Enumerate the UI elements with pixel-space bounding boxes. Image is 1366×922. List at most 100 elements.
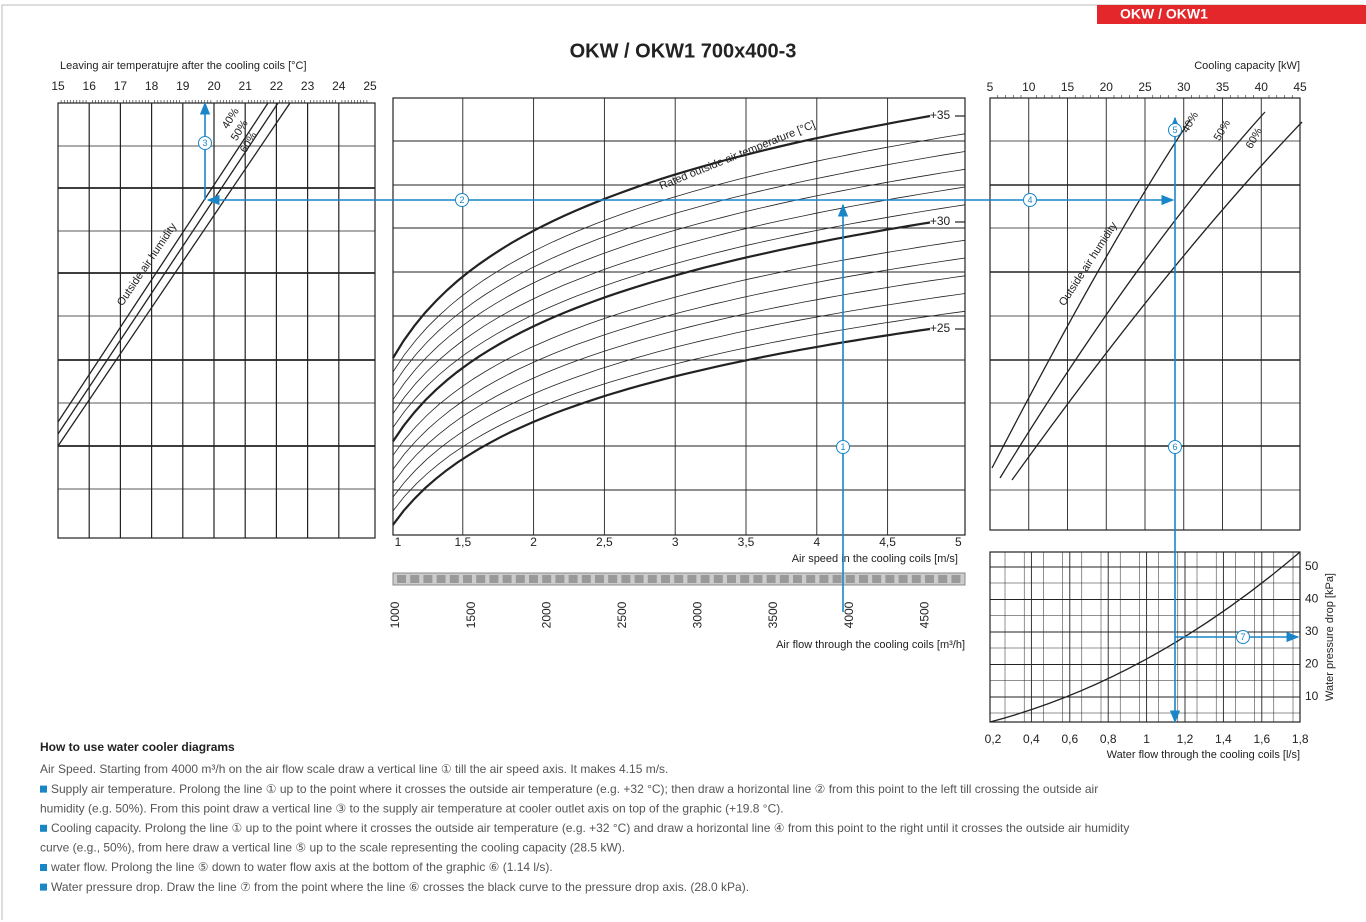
flow-scale-cell xyxy=(766,575,776,583)
flow-scale-cell xyxy=(515,575,525,583)
tick-label: 30 xyxy=(1177,80,1191,94)
flow-scale-cell xyxy=(727,575,736,583)
title: OKW / OKW1 700x400-3 xyxy=(570,40,797,62)
step-marker xyxy=(1023,193,1037,207)
flow-label: Air flow through the cooling coils [m³/h… xyxy=(776,639,965,651)
flow-scale-cell xyxy=(581,575,591,583)
temp-value: +30 xyxy=(930,214,951,228)
bullet xyxy=(40,785,47,793)
tick-label: 4 xyxy=(813,535,820,549)
flow-scale-cell xyxy=(898,575,908,583)
flow-scale-cell xyxy=(423,575,433,583)
tick-label: 15 xyxy=(51,79,65,93)
instructions-heading: How to use water cooler diagrams xyxy=(40,740,235,754)
instruction-line: Air Speed. Starting from 4000 m³/h on th… xyxy=(40,762,668,776)
flow-scale-cell xyxy=(436,575,446,583)
tick-label: 25 xyxy=(1138,80,1152,94)
temp-curve xyxy=(392,133,966,373)
instruction-line: Water pressure drop. Draw the line ⑦ fro… xyxy=(51,880,749,894)
flow-scale-cell xyxy=(885,575,895,583)
tick-label: 21 xyxy=(239,79,253,93)
tick-label: 40 xyxy=(1305,592,1319,606)
tick-label: 0,2 xyxy=(985,732,1002,746)
flow-scale-cell xyxy=(753,575,763,583)
bullet xyxy=(40,824,47,832)
flow-scale-cell xyxy=(621,575,631,583)
flow-scale-cell xyxy=(819,575,829,583)
tick-label: 5 xyxy=(987,80,994,94)
temp-curve xyxy=(392,239,966,456)
tick-label: 10 xyxy=(1022,80,1036,94)
speed-label: Air speed in the cooling coils [m/s] xyxy=(792,553,958,565)
tick-label: 4,5 xyxy=(879,535,896,549)
temp-curve xyxy=(392,186,966,414)
humidity-curve xyxy=(999,111,1266,479)
flow-scale-cell xyxy=(595,575,604,583)
tick-label: 20 xyxy=(207,79,221,93)
humidity-value: 40% xyxy=(1180,110,1202,135)
instruction-line: water flow. Prolong the line ⑤ down to w… xyxy=(50,860,553,874)
tick-label: 20 xyxy=(1100,80,1114,94)
tick-label: 2000 xyxy=(539,601,553,628)
tick-label: 3 xyxy=(672,535,679,549)
humidity-value: 60% xyxy=(1244,126,1266,151)
flow-scale-cell xyxy=(476,575,486,583)
panel xyxy=(57,102,376,539)
flow-scale-cell xyxy=(832,575,842,583)
pressure-label: Water pressure drop [kPa] xyxy=(1324,573,1336,701)
tick-label: 15 xyxy=(1061,80,1075,94)
temp-label: Rated outside air temperature [°C] xyxy=(658,119,817,193)
step-marker xyxy=(455,193,469,207)
tick-label: 1,6 xyxy=(1253,732,1270,746)
humidity-label: Outside air humidity xyxy=(115,221,180,309)
step-number: 2 xyxy=(459,195,464,205)
bullet xyxy=(40,883,47,891)
flow-scale-cell xyxy=(911,575,921,583)
flow-scale-cell xyxy=(502,575,512,583)
step-number: 7 xyxy=(1240,632,1245,642)
flow-scale-cell xyxy=(674,575,684,583)
tick-label: 17 xyxy=(114,79,128,93)
step-marker xyxy=(1236,630,1250,644)
flow-scale-cell xyxy=(938,575,948,583)
tick-label: 19 xyxy=(176,79,190,93)
temp-curve xyxy=(392,293,966,498)
flow-scale-cell xyxy=(779,575,789,583)
badge: OKW / OKW1 xyxy=(1120,6,1208,22)
instruction-line: humidity (e.g. 50%). From this point dra… xyxy=(40,801,784,815)
step-marker xyxy=(198,136,212,150)
humidity-value: 50% xyxy=(1212,118,1234,143)
step-marker xyxy=(1168,440,1182,454)
tick-label: 2 xyxy=(530,535,537,549)
flow-scale-cell xyxy=(951,575,961,583)
temp-value: +25 xyxy=(930,321,951,335)
tick-label: 3,5 xyxy=(738,535,755,549)
tick-label: 1 xyxy=(395,535,402,549)
step-number: 4 xyxy=(1027,195,1032,205)
temp-curve xyxy=(392,168,966,400)
flow-scale-cell xyxy=(925,575,934,583)
tick-label: 1,4 xyxy=(1215,732,1232,746)
step-number: 3 xyxy=(202,138,207,148)
tick-label: 16 xyxy=(83,79,97,93)
humidity-line xyxy=(57,102,269,423)
instruction-line: curve (e.g., 50%), from here draw a vert… xyxy=(40,841,625,855)
step-marker xyxy=(1168,123,1182,137)
tick-label: 45 xyxy=(1293,80,1307,94)
tick-label: 2500 xyxy=(615,601,629,628)
temp-curve xyxy=(392,310,966,512)
flow-scale-cell xyxy=(872,575,882,583)
tick-label: 22 xyxy=(270,79,284,93)
temp-curve xyxy=(392,221,931,443)
flow-scale-cell xyxy=(793,575,802,583)
tick-label: 3000 xyxy=(691,601,705,628)
flow-scale-cell xyxy=(542,575,552,583)
tick-label: 1000 xyxy=(388,601,402,628)
humidity-line xyxy=(57,102,291,447)
tick-label: 3500 xyxy=(766,601,780,628)
tick-label: 4000 xyxy=(842,601,856,628)
flow-scale-cell xyxy=(555,575,565,583)
tick-label: 23 xyxy=(301,79,315,93)
temp-curve xyxy=(392,114,931,359)
tick-label: 24 xyxy=(332,79,346,93)
